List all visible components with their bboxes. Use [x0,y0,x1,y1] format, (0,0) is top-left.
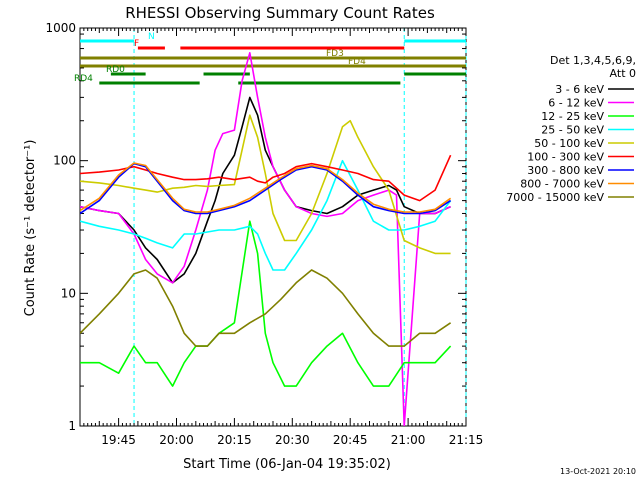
series-line-4 [80,114,451,255]
x-tick-label: 20:45 [333,433,368,447]
x-tick-label: 19:45 [101,433,136,447]
legend-entry-label: 25 - 50 keV [541,124,604,137]
x-tick-label: 21:00 [391,433,426,447]
flag-label-f: F [134,39,139,49]
x-tick-label: 21:15 [449,433,484,447]
legend-entry-label: 50 - 100 keV [534,137,604,150]
series-line-1 [80,51,451,426]
y-tick-label: 100 [53,154,76,168]
series-line-0 [80,96,451,284]
legend-entry-label: 800 - 7000 keV [520,178,604,191]
y-axis: 1 10 100 1000 [45,21,466,433]
series-line-6 [80,162,452,215]
y-tick-label: 1000 [45,21,76,35]
legend-header-line: Att 0 [610,67,636,80]
legend-entry-label: 300 - 800 keV [527,164,604,177]
footer-date: 13-Oct-2021 20:10 [560,467,636,476]
flag-bars: NF FD3 FD4 RD0 RD4 [74,32,466,85]
y-tick-label: 1 [68,419,76,433]
series-line-2 [80,220,452,387]
legend-header-line: Det 1,3,4,5,6,9, [550,54,636,67]
legend-entry-label: 6 - 12 keV [548,97,604,110]
y-axis-label: Count Rate (s⁻¹ detector⁻¹) [23,140,38,317]
x-axis-label: Start Time (06-Jan-04 19:35:02) [183,457,391,472]
flag-label-rd4: RD4 [74,74,93,84]
flag-label-fd4: FD4 [348,57,366,67]
legend-entry-label: 12 - 25 keV [541,110,604,123]
dashed-markers [133,28,467,426]
x-tick-label: 20:15 [217,433,252,447]
chart-title: RHESSI Observing Summary Count Rates [125,4,435,22]
x-tick-label: 20:30 [275,433,310,447]
legend-entry-label: 7000 - 15000 keV [506,191,604,204]
series-line-8 [80,269,452,347]
legend-entry-label: 3 - 6 keV [555,83,604,96]
series-line-7 [80,162,452,213]
x-tick-label: 20:00 [159,433,194,447]
series-lines [80,51,452,426]
legend-entry-label: 100 - 300 keV [527,151,604,164]
flag-label-rd0: RD0 [106,65,125,75]
flag-label-fd3: FD3 [326,49,344,59]
y-tick-label: 10 [61,286,76,300]
flag-label-n: N [148,32,155,42]
x-axis: 19:45 20:00 20:15 20:30 20:45 21:00 21:15 [79,28,484,447]
series-line-3 [80,159,452,271]
